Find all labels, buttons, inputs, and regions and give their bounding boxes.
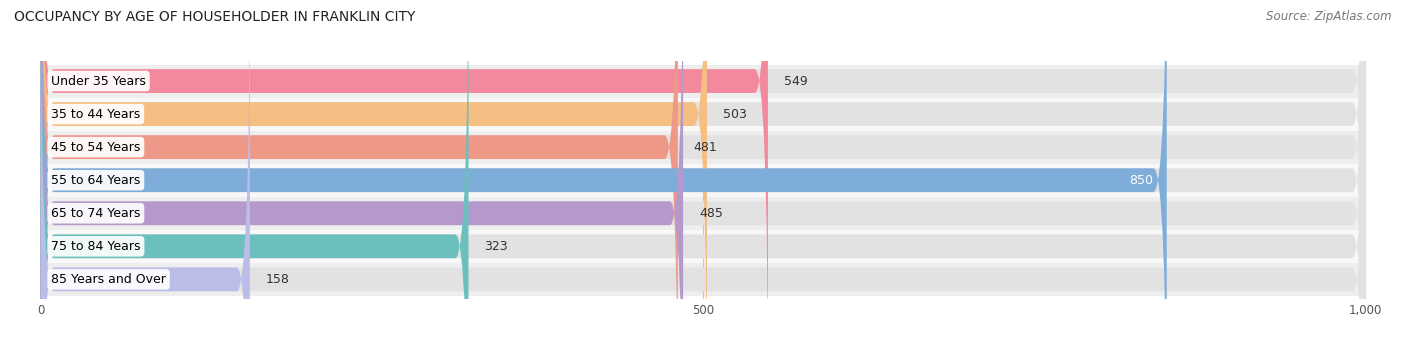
Text: OCCUPANCY BY AGE OF HOUSEHOLDER IN FRANKLIN CITY: OCCUPANCY BY AGE OF HOUSEHOLDER IN FRANK… <box>14 10 415 24</box>
Text: 45 to 54 Years: 45 to 54 Years <box>51 141 141 154</box>
FancyBboxPatch shape <box>41 65 1365 98</box>
Text: 158: 158 <box>266 273 290 286</box>
Text: 75 to 84 Years: 75 to 84 Years <box>51 240 141 253</box>
FancyBboxPatch shape <box>41 0 1365 340</box>
FancyBboxPatch shape <box>41 0 1365 340</box>
Text: 35 to 44 Years: 35 to 44 Years <box>51 107 141 121</box>
FancyBboxPatch shape <box>41 230 1365 263</box>
FancyBboxPatch shape <box>41 0 768 340</box>
Text: 481: 481 <box>693 141 717 154</box>
Text: 485: 485 <box>699 207 723 220</box>
Text: 85 Years and Over: 85 Years and Over <box>51 273 166 286</box>
FancyBboxPatch shape <box>41 0 683 340</box>
FancyBboxPatch shape <box>41 0 1167 340</box>
FancyBboxPatch shape <box>41 263 1365 296</box>
FancyBboxPatch shape <box>41 0 678 340</box>
Text: 65 to 74 Years: 65 to 74 Years <box>51 207 141 220</box>
FancyBboxPatch shape <box>41 0 1365 340</box>
FancyBboxPatch shape <box>41 164 1365 197</box>
Text: 323: 323 <box>485 240 508 253</box>
Text: 503: 503 <box>723 107 747 121</box>
FancyBboxPatch shape <box>41 0 1365 340</box>
Text: 55 to 64 Years: 55 to 64 Years <box>51 174 141 187</box>
FancyBboxPatch shape <box>41 0 707 340</box>
FancyBboxPatch shape <box>41 0 1365 340</box>
Text: 850: 850 <box>1129 174 1153 187</box>
FancyBboxPatch shape <box>41 98 1365 131</box>
Text: Under 35 Years: Under 35 Years <box>51 74 146 87</box>
FancyBboxPatch shape <box>41 197 1365 230</box>
FancyBboxPatch shape <box>41 0 1365 340</box>
FancyBboxPatch shape <box>41 0 468 340</box>
FancyBboxPatch shape <box>41 0 250 340</box>
Text: Source: ZipAtlas.com: Source: ZipAtlas.com <box>1267 10 1392 23</box>
FancyBboxPatch shape <box>41 131 1365 164</box>
FancyBboxPatch shape <box>41 0 1365 340</box>
Text: 549: 549 <box>783 74 807 87</box>
